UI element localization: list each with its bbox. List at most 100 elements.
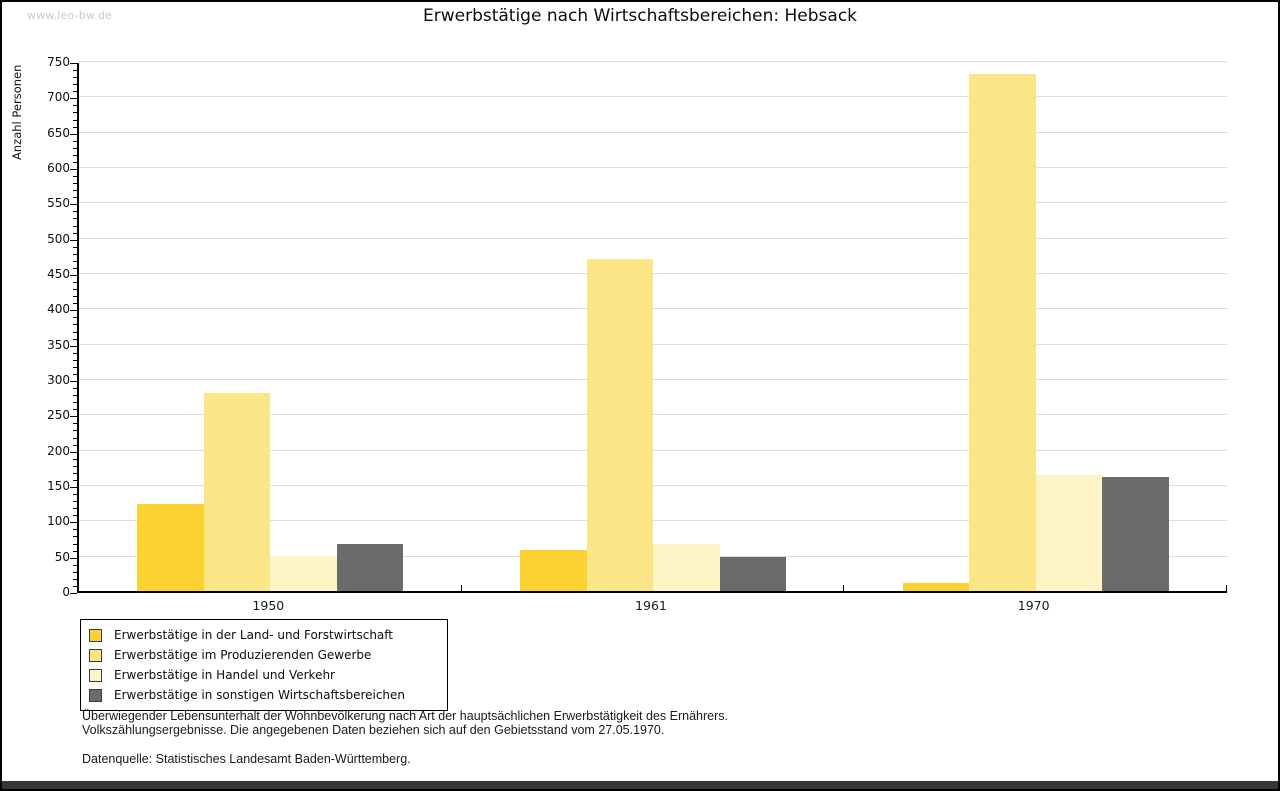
bar-1970-series-2	[1035, 475, 1103, 591]
y-axis-minor-tick	[73, 564, 77, 566]
y-axis-tick-label: 300	[47, 373, 70, 387]
y-axis-tick-label: 350	[47, 337, 70, 352]
y-axis-minor-tick	[73, 494, 77, 496]
y-axis-major-tick	[70, 204, 77, 206]
y-axis-minor-tick	[73, 409, 77, 411]
y-axis-major-tick	[70, 487, 77, 488]
y-axis-minor-tick	[73, 359, 77, 361]
y-axis-minor-tick	[73, 77, 77, 79]
y-axis-major-tick	[70, 275, 77, 276]
footer-line-2: Volkszählungsergebnisse. Die angegebenen…	[82, 722, 665, 737]
y-axis-major-tick	[70, 98, 77, 100]
legend-item-label: Erwerbstätige in sonstigen Wirtschaftsbe…	[114, 688, 406, 702]
y-axis-minor-tick	[73, 444, 77, 446]
y-axis-major-tick	[70, 310, 77, 312]
y-axis-tick-label: 200	[47, 443, 70, 458]
footer-source: Datenquelle: Statistisches Landesamt Bad…	[82, 752, 411, 766]
x-axis-boundary-tick	[843, 585, 845, 591]
y-axis-major-tick	[70, 416, 77, 418]
y-axis-major-tick	[70, 593, 77, 594]
y-axis-tick-label: 250	[47, 408, 70, 423]
gridline	[79, 237, 1227, 239]
legend-item: Erwerbstätige in sonstigen Wirtschaftsbe…	[89, 685, 437, 705]
gridline	[79, 520, 1227, 522]
x-axis-tick-label: 1970	[1017, 598, 1050, 613]
y-axis-minor-tick	[73, 267, 77, 269]
gridline	[79, 343, 1227, 345]
y-axis-minor-tick	[73, 395, 77, 397]
legend-color-swatch	[89, 628, 102, 642]
y-axis-major-tick	[70, 522, 77, 524]
y-axis-major-tick	[70, 133, 77, 135]
y-axis-tick-label: 700	[47, 90, 70, 105]
y-axis-minor-tick	[73, 190, 77, 192]
y-axis-tick-label: 550	[47, 196, 70, 211]
y-axis-minor-tick	[73, 338, 77, 340]
gridline	[79, 414, 1227, 416]
y-axis-tick-label: 600	[47, 161, 70, 175]
y-axis-minor-tick	[73, 366, 77, 368]
y-axis-minor-tick	[73, 218, 77, 220]
bar-1950-series-1	[203, 393, 271, 591]
legend-color-swatch	[89, 688, 102, 702]
y-axis-minor-tick	[73, 197, 77, 199]
y-axis-minor-tick	[73, 253, 77, 255]
y-axis-minor-tick	[73, 465, 77, 467]
y-axis-minor-tick	[73, 246, 77, 248]
bottom-bar	[2, 781, 1278, 789]
y-axis-minor-tick	[73, 211, 77, 213]
x-axis-boundary-tick	[1226, 585, 1227, 591]
y-axis-major-tick	[70, 557, 77, 559]
y-axis-minor-tick	[73, 303, 77, 305]
y-axis-minor-tick	[73, 501, 77, 503]
y-axis-minor-tick	[73, 331, 77, 333]
legend-item: Erwerbstätige in der Land- und Forstwirt…	[89, 625, 437, 645]
y-axis-minor-tick	[73, 388, 77, 390]
y-axis-minor-tick	[73, 232, 77, 234]
y-axis-minor-tick	[73, 296, 77, 298]
y-axis-minor-tick	[73, 147, 77, 149]
bar-1961-series-1	[586, 258, 653, 591]
legend-color-swatch	[89, 648, 102, 662]
bar-1950-series-3	[336, 544, 404, 591]
y-axis-minor-tick	[73, 402, 77, 404]
y-axis-major-tick	[70, 63, 77, 64]
y-axis-major-tick	[70, 345, 77, 347]
y-axis-tick-label: 100	[47, 514, 70, 529]
plot-area	[77, 61, 1227, 593]
y-axis-minor-tick	[73, 578, 77, 580]
y-axis-minor-tick	[73, 105, 77, 107]
gridline	[79, 202, 1227, 204]
legend-item-label: Erwerbstätige in Handel und Verkehr	[114, 668, 335, 682]
y-axis-minor-tick	[73, 515, 77, 517]
y-axis-label: Anzahl Personen	[10, 64, 24, 160]
y-axis-tick-label: 0	[62, 585, 70, 599]
y-axis-minor-tick	[73, 479, 77, 481]
y-axis-minor-tick	[73, 571, 77, 573]
y-axis-minor-tick	[73, 437, 77, 439]
y-axis-minor-tick	[73, 225, 77, 227]
bar-1961-series-2	[653, 544, 720, 591]
y-axis-tick-label: 150	[47, 479, 70, 493]
x-axis-tick-label: 1950	[252, 598, 285, 613]
bar-1970-series-0	[902, 582, 970, 591]
y-axis-minor-tick	[73, 154, 77, 156]
y-axis-minor-tick	[73, 70, 77, 72]
gridline	[79, 273, 1227, 274]
y-axis-tick-label: 450	[47, 267, 70, 281]
bar-1970-series-1	[969, 73, 1036, 591]
y-axis-major-tick	[70, 169, 77, 170]
legend-color-swatch	[89, 668, 102, 682]
footer-note: Überwiegender Lebensunterhalt der Wohnbe…	[82, 709, 728, 737]
y-axis-minor-tick	[73, 282, 77, 284]
y-axis-minor-tick	[73, 91, 77, 93]
y-axis-minor-tick	[73, 161, 77, 163]
y-axis-minor-tick	[73, 119, 77, 121]
y-axis-minor-tick	[73, 126, 77, 128]
bar-1950-series-0	[137, 504, 204, 591]
gridline	[79, 61, 1227, 62]
y-axis-tick-label: 500	[47, 231, 70, 246]
y-axis-minor-tick	[73, 430, 77, 432]
y-axis-minor-tick	[73, 373, 77, 375]
